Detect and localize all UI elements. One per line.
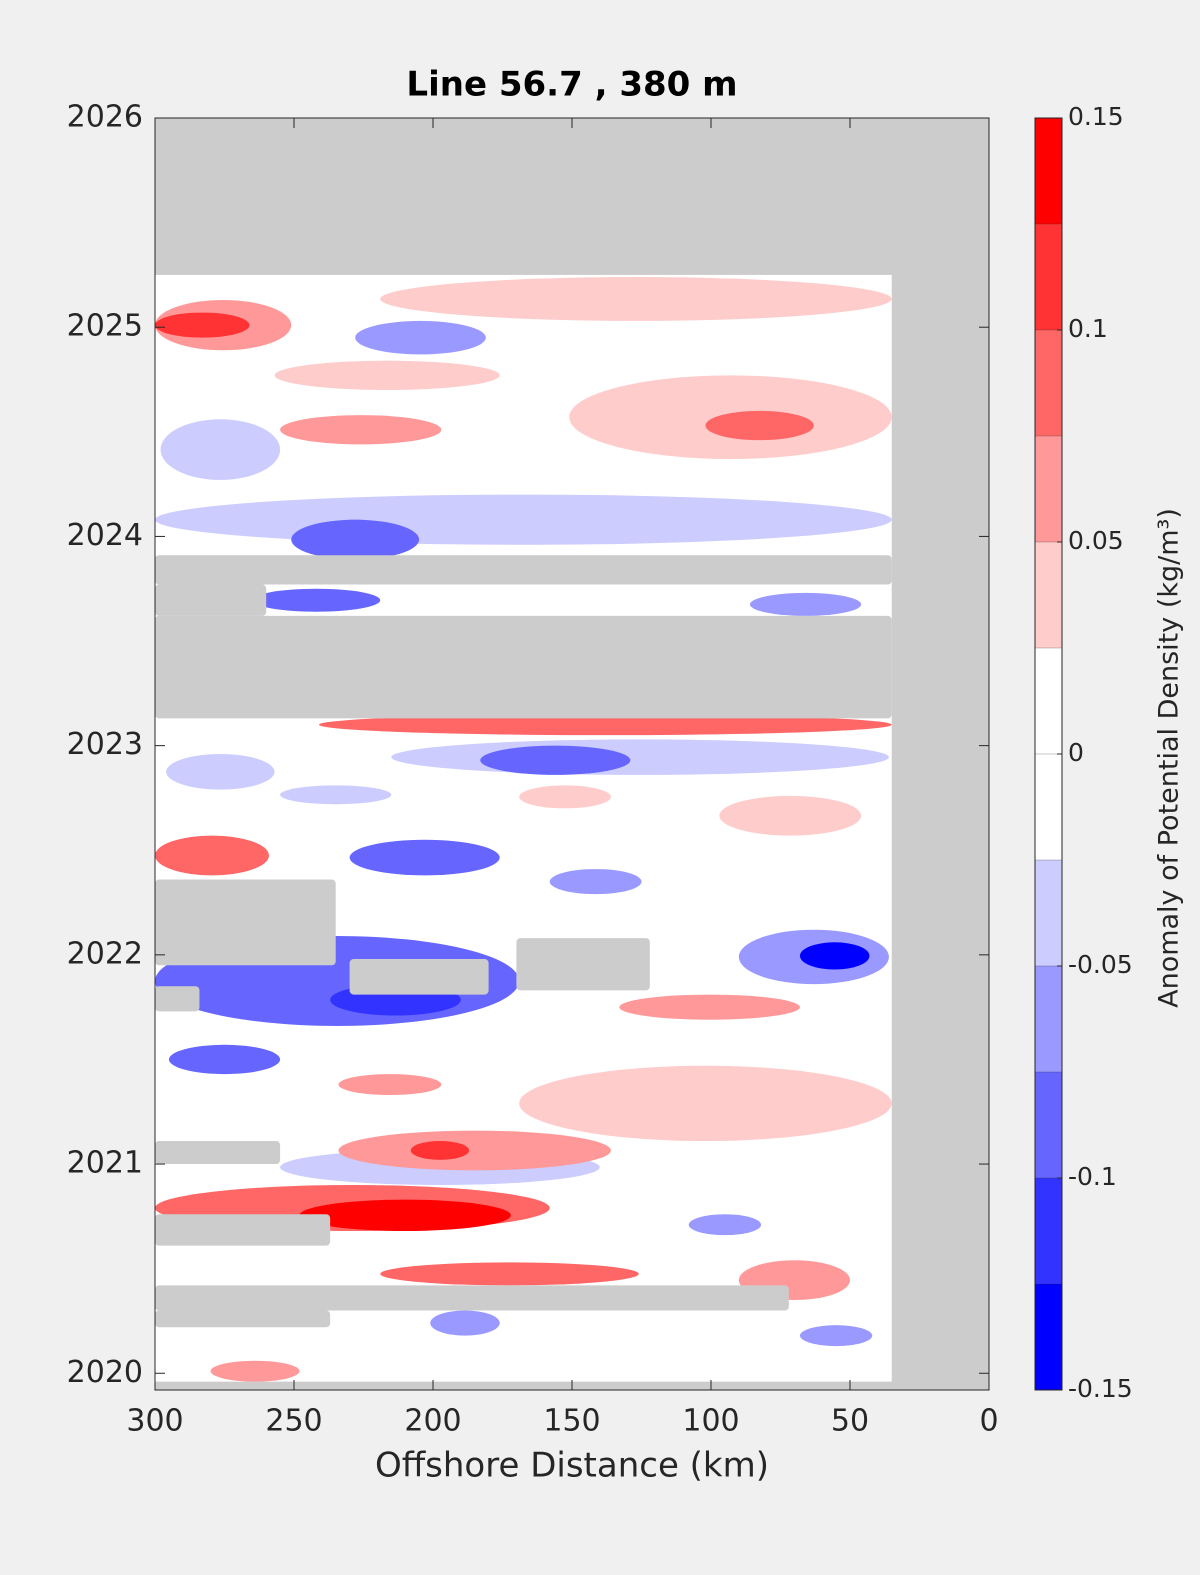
colorbar-band: [1035, 224, 1062, 330]
contour-region: [155, 835, 269, 876]
missing-data: [349, 959, 489, 995]
x-tick-label: 150: [543, 1404, 600, 1439]
y-tick-label: 2023: [67, 727, 143, 762]
colorbar-tick-label: -0.1: [1068, 1162, 1117, 1191]
contour-region: [319, 714, 892, 736]
colorbar-band: [1035, 330, 1062, 436]
colorbar-band: [1035, 860, 1062, 966]
missing-data: [155, 1285, 789, 1311]
contour-region: [338, 1074, 442, 1096]
y-tick-label: 2020: [67, 1355, 143, 1390]
missing-data: [155, 1310, 331, 1328]
colorbar-band: [1035, 1284, 1062, 1390]
x-tick-label: 200: [404, 1404, 461, 1439]
contour-region: [280, 415, 442, 445]
colorbar-band: [1035, 542, 1062, 648]
x-tick-label: 300: [126, 1404, 183, 1439]
contour-region: [749, 592, 862, 616]
colorbar-tick-label: 0: [1068, 738, 1084, 767]
missing-data: [155, 555, 892, 585]
y-tick-label: 2021: [67, 1146, 143, 1181]
colorbar-band: [1035, 648, 1062, 754]
x-axis-label: Offshore Distance (km): [375, 1446, 769, 1486]
colorbar-band: [1035, 754, 1062, 860]
contour-region: [210, 1360, 300, 1382]
contour-region: [160, 419, 281, 480]
colorbar-label: Anomaly of Potential Density (kg/m³): [1154, 508, 1185, 1008]
colorbar-band: [1035, 436, 1062, 542]
contour-region: [480, 745, 631, 775]
contour-region: [166, 754, 275, 790]
contour-region: [274, 360, 500, 390]
colorbar-band: [1035, 118, 1062, 224]
x-tick-label: 100: [682, 1404, 739, 1439]
x-tick-label: 250: [265, 1404, 322, 1439]
contour-region: [168, 1044, 281, 1075]
missing-data: [155, 1214, 331, 1246]
contour-region: [391, 739, 889, 775]
missing-data: [516, 938, 650, 991]
contour-region: [338, 1130, 611, 1171]
colorbar-tick-label: 0.15: [1068, 102, 1124, 131]
contour-region: [349, 839, 500, 876]
contour-region: [155, 494, 892, 545]
missing-data: [155, 986, 200, 1012]
contour-region: [410, 1141, 470, 1160]
contour-region: [355, 320, 486, 355]
colorbar-tick-label: 0.1: [1068, 314, 1108, 343]
colorbar-tick-label: -0.05: [1068, 950, 1133, 979]
contour-region: [549, 869, 642, 895]
contour-region: [705, 410, 814, 441]
contour-region: [719, 795, 862, 836]
contour-region: [430, 1310, 500, 1336]
contour-region: [380, 1262, 639, 1286]
contour-region: [799, 942, 870, 970]
contour-region: [380, 277, 892, 321]
contour-region: [291, 519, 420, 560]
x-tick-label: 50: [831, 1404, 869, 1439]
colorbar-band: [1035, 1178, 1062, 1284]
missing-data: [155, 879, 336, 966]
contour-region: [299, 1199, 511, 1231]
contour-region: [619, 994, 800, 1020]
y-tick-label: 2026: [67, 100, 143, 135]
y-tick-label: 2024: [67, 518, 143, 553]
colorbar-band: [1035, 966, 1062, 1072]
missing-data: [155, 1141, 281, 1165]
colorbar-tick-label: 0.05: [1068, 526, 1124, 555]
missing-data: [155, 584, 267, 616]
y-tick-label: 2022: [67, 936, 143, 971]
chart-title: Line 56.7 , 380 m: [406, 65, 737, 105]
missing-data: [155, 615, 892, 719]
contour-region: [155, 312, 250, 338]
contour-region: [799, 1325, 873, 1347]
colorbar-band: [1035, 1072, 1062, 1178]
x-tick-label: 0: [979, 1404, 998, 1439]
contour-region: [688, 1214, 762, 1236]
contour-region: [519, 785, 611, 809]
contour-region: [280, 785, 392, 805]
contour-region: [252, 588, 381, 612]
y-tick-label: 2025: [67, 309, 143, 344]
contour-region: [519, 1065, 892, 1142]
colorbar-tick-label: -0.15: [1068, 1374, 1133, 1403]
plot-area: [155, 118, 989, 1390]
